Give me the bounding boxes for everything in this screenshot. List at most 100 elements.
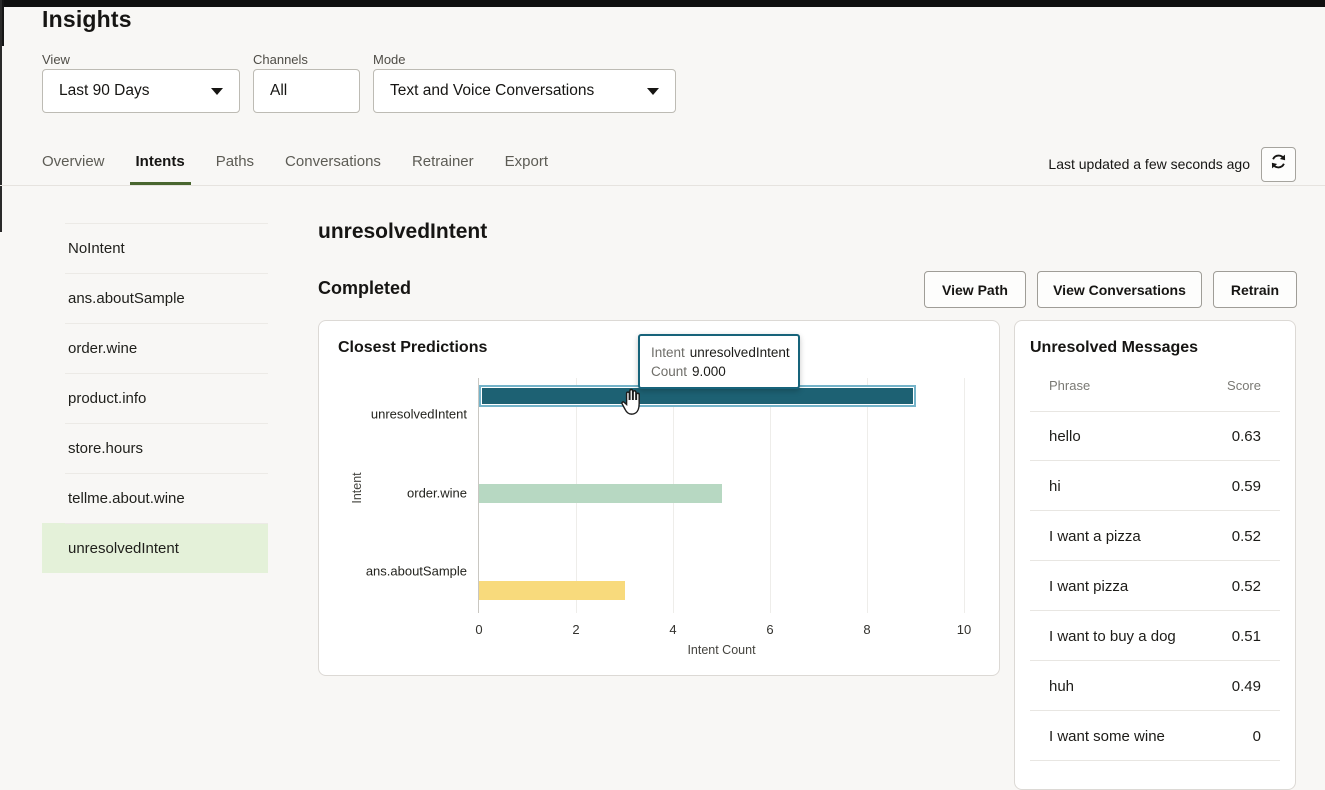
x-axis-tick-label: 6 (766, 622, 774, 637)
mode-filter-label: Mode (373, 52, 406, 67)
channels-field-value: All (270, 82, 288, 99)
chevron-down-icon (211, 87, 223, 95)
table-header-divider (1030, 411, 1280, 412)
message-phrase: huh (1049, 677, 1075, 695)
refresh-button[interactable] (1261, 146, 1296, 182)
sidebar-item-label: NoIntent (68, 239, 125, 257)
bar-order-wine[interactable] (479, 484, 722, 503)
tab-export[interactable]: Export (504, 153, 548, 170)
chart-tooltip: Intent unresolvedIntent Count 9.000 (638, 334, 800, 389)
x-axis-tick-label: 2 (572, 622, 580, 637)
list-divider (65, 273, 268, 274)
list-divider (65, 473, 268, 474)
tab-overview[interactable]: Overview (42, 153, 105, 170)
sidebar-item-label: product.info (68, 389, 147, 407)
closest-predictions-card: Closest Predictions 0 2 4 6 8 10 unresolvedInt… (318, 320, 1000, 676)
message-phrase: hello (1049, 427, 1081, 445)
row-divider (1030, 760, 1280, 761)
view-conversations-button[interactable]: View Conversations (1037, 271, 1202, 308)
mode-select-value: Text and Voice Conversations (390, 82, 595, 99)
message-score: 0.49 (1231, 677, 1261, 695)
page-title: Insights (42, 6, 132, 32)
tooltip-count-value: 9.000 (692, 364, 726, 379)
list-divider (65, 323, 268, 324)
tab-intents[interactable]: Intents (129, 151, 191, 185)
x-axis-title: Intent Count (687, 643, 756, 657)
row-divider (1030, 610, 1280, 611)
category-label-ans-aboutsample: ans.aboutSample (365, 563, 467, 579)
retrain-button[interactable]: Retrain (1213, 271, 1297, 308)
x-axis-tick-label: 0 (475, 622, 483, 637)
channels-filter-label: Channels (253, 52, 308, 67)
messages-title: Unresolved Messages (1030, 339, 1199, 356)
window-left-edge (0, 0, 4, 46)
sidebar-item-tellme-about-wine[interactable]: tellme.about.wine (42, 473, 268, 523)
view-select-value: Last 90 Days (59, 82, 150, 99)
tooltip-intent-value: unresolvedIntent (689, 345, 790, 360)
status-heading: Completed (318, 278, 412, 298)
y-axis-line (478, 378, 479, 613)
row-divider (1030, 510, 1280, 511)
sidebar-item-label: store.hours (68, 439, 144, 457)
sidebar-item-unresolvedintent[interactable]: unresolvedIntent (42, 523, 268, 573)
message-row: hi 0.59 (1015, 461, 1295, 511)
sidebar-item-label: unresolvedIntent (68, 539, 179, 557)
message-score: 0.52 (1231, 527, 1261, 545)
message-phrase: hi (1049, 477, 1061, 495)
message-row: I want a pizza 0.52 (1015, 511, 1295, 561)
bar-ans-aboutsample[interactable] (479, 581, 625, 600)
view-path-button[interactable]: View Path (924, 271, 1026, 308)
sidebar-item-label: ans.aboutSample (68, 289, 185, 307)
mode-select[interactable]: Text and Voice Conversations (373, 69, 676, 113)
message-phrase: I want pizza (1049, 577, 1129, 595)
list-divider (65, 423, 268, 424)
hand-cursor-icon (619, 385, 649, 422)
window-top-edge (0, 0, 1325, 7)
sidebar-item-product-info[interactable]: product.info (42, 373, 268, 423)
category-label-order-wine: order.wine (407, 485, 467, 501)
sidebar-item-label: tellme.about.wine (68, 489, 185, 507)
y-axis-title: Intent (350, 472, 364, 504)
message-score: 0.52 (1231, 577, 1261, 595)
messages-table-body: hello 0.63 hi 0.59 I want a pizza 0.52 I want … (1015, 411, 1295, 761)
tab-retrainer[interactable]: Retrainer (411, 153, 474, 170)
sidebar-item-nointent[interactable]: NoIntent (42, 223, 268, 273)
message-phrase: I want to buy a dog (1049, 627, 1176, 645)
sidebar-item-ans-aboutsample[interactable]: ans.aboutSample (42, 273, 268, 323)
list-divider (65, 373, 268, 374)
row-divider (1030, 460, 1280, 461)
window-left-edge-thin (0, 0, 2, 232)
bar-fill (479, 484, 722, 503)
messages-table-header: Phrase Score (1049, 378, 1261, 393)
category-label-unresolvedintent: unresolvedIntent (370, 406, 467, 422)
chart-gridline (867, 378, 868, 613)
message-row: I want to buy a dog 0.51 (1015, 611, 1295, 661)
channels-field[interactable]: All (253, 69, 360, 113)
tab-paths[interactable]: Paths (215, 153, 255, 170)
row-divider (1030, 660, 1280, 661)
sidebar-item-order-wine[interactable]: order.wine (42, 323, 268, 373)
sidebar-item-label: order.wine (68, 339, 138, 357)
view-select[interactable]: Last 90 Days (42, 69, 240, 113)
tab-conversations[interactable]: Conversations (285, 153, 381, 170)
message-row: huh 0.49 (1015, 661, 1295, 711)
intent-title: unresolvedIntent (318, 220, 488, 243)
sidebar-item-store-hours[interactable]: store.hours (42, 423, 268, 473)
chevron-down-icon (647, 87, 659, 95)
message-score: 0.51 (1231, 627, 1261, 645)
message-row: I want pizza 0.52 (1015, 561, 1295, 611)
message-score: 0 (1252, 727, 1261, 745)
unresolved-messages-card: Unresolved Messages Phrase Score hello 0.… (1014, 320, 1296, 790)
message-row: hello 0.63 (1015, 411, 1295, 461)
x-axis-tick-label: 8 (863, 622, 871, 637)
message-phrase: I want some wine (1049, 727, 1165, 745)
last-updated-text: Last updated a few seconds ago (1048, 156, 1250, 172)
bar-fill (479, 581, 625, 600)
bar-fill (482, 388, 913, 404)
refresh-icon (1269, 152, 1288, 176)
row-divider (1030, 710, 1280, 711)
chart-gridline (770, 378, 771, 613)
score-column-header: Score (1227, 378, 1261, 393)
intent-sidebar-list: NoIntent ans.aboutSample order.wine product… (42, 223, 268, 573)
tab-bar: Overview Intents Paths Conversations Retrain… (36, 151, 554, 185)
